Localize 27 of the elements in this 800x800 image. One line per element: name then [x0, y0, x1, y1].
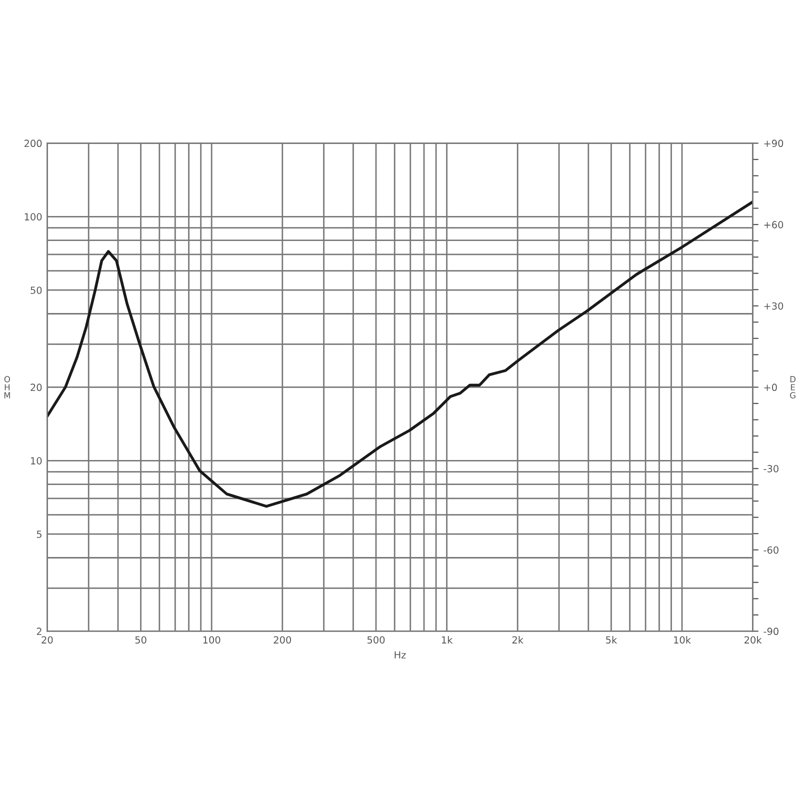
y2-tick-label: +30	[764, 302, 784, 310]
y-tick-label: 10	[31, 457, 42, 464]
x-tick-label: 100	[203, 636, 220, 644]
x-tick-label: 2k	[512, 636, 524, 644]
y2-tick-label: +60	[764, 221, 784, 228]
y-tick-label: 200	[24, 140, 42, 148]
y-tick-label: 50	[30, 286, 42, 294]
x-tick-label: 50	[135, 636, 146, 644]
y-tick-label: 5	[36, 530, 42, 538]
x-tick-label: 20k	[744, 636, 762, 644]
x-tick-label: 5k	[606, 636, 618, 644]
y2-tick-label: -30	[764, 465, 778, 472]
x-tick-label: 1k	[442, 636, 453, 644]
x-tick-label: 20	[42, 636, 53, 644]
y2-tick-label: +90	[764, 140, 784, 148]
y2-tick-label: +0	[764, 384, 777, 392]
y-tick-label: 20	[30, 384, 42, 392]
y2-tick-label: -90	[764, 628, 778, 636]
x-tick-label: 500	[367, 636, 385, 644]
x-axis-title: Hz	[394, 651, 406, 658]
x-tick-label: 10k	[674, 636, 691, 644]
y2-axis-title: DEG	[790, 376, 796, 398]
y-axis-title: OHM	[4, 376, 10, 398]
y-tick-label: 2	[36, 628, 42, 635]
y-tick-label: 100	[24, 213, 42, 220]
x-tick-label: 200	[274, 636, 292, 644]
y2-tick-label: -60	[764, 546, 778, 554]
